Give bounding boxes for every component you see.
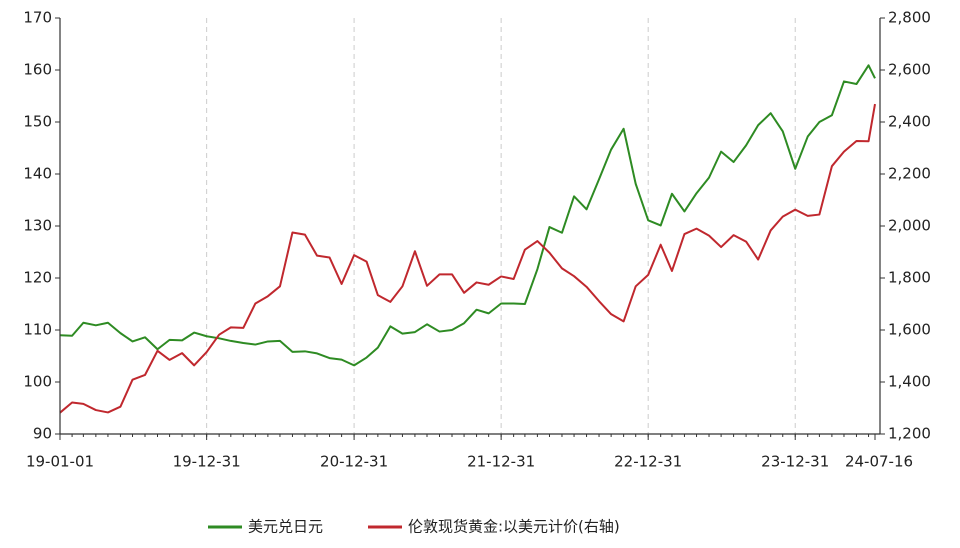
y2-tick-label: 2,400 — [888, 113, 931, 131]
y2-tick-label: 1,200 — [888, 425, 931, 443]
y-tick-label: 90 — [33, 425, 52, 443]
series-line — [59, 64, 876, 367]
legend-label: 美元兑日元 — [248, 518, 323, 536]
x-tick-label: 22-12-31 — [614, 453, 682, 471]
y-tick-label: 120 — [23, 269, 52, 287]
y-tick-label: 100 — [23, 373, 52, 391]
y2-tick-label: 1,400 — [888, 373, 931, 391]
x-tick-label: 20-12-31 — [320, 453, 388, 471]
y-tick-label: 140 — [23, 165, 52, 183]
x-tick-label: 23-12-31 — [761, 453, 829, 471]
y2-tick-label: 2,600 — [888, 61, 931, 79]
x-tick-label: 21-12-31 — [467, 453, 535, 471]
y2-tick-label: 2,200 — [888, 165, 931, 183]
y2-tick-label: 1,800 — [888, 269, 931, 287]
y-tick-label: 160 — [23, 61, 52, 79]
legend-label: 伦敦现货黄金:以美元计价(右轴) — [408, 518, 620, 536]
y2-tick-label: 2,800 — [888, 9, 931, 27]
y2-tick-label: 1,600 — [888, 321, 931, 339]
y-tick-label: 130 — [23, 217, 52, 235]
x-tick-label: 19-12-31 — [173, 453, 241, 471]
series-line — [59, 103, 876, 414]
y-tick-label: 170 — [23, 9, 52, 27]
y-tick-label: 110 — [23, 321, 52, 339]
x-tick-label: 24-07-16 — [845, 453, 913, 471]
y-tick-label: 150 — [23, 113, 52, 131]
y2-tick-label: 2,000 — [888, 217, 931, 235]
x-tick-label: 19-01-01 — [26, 453, 94, 471]
